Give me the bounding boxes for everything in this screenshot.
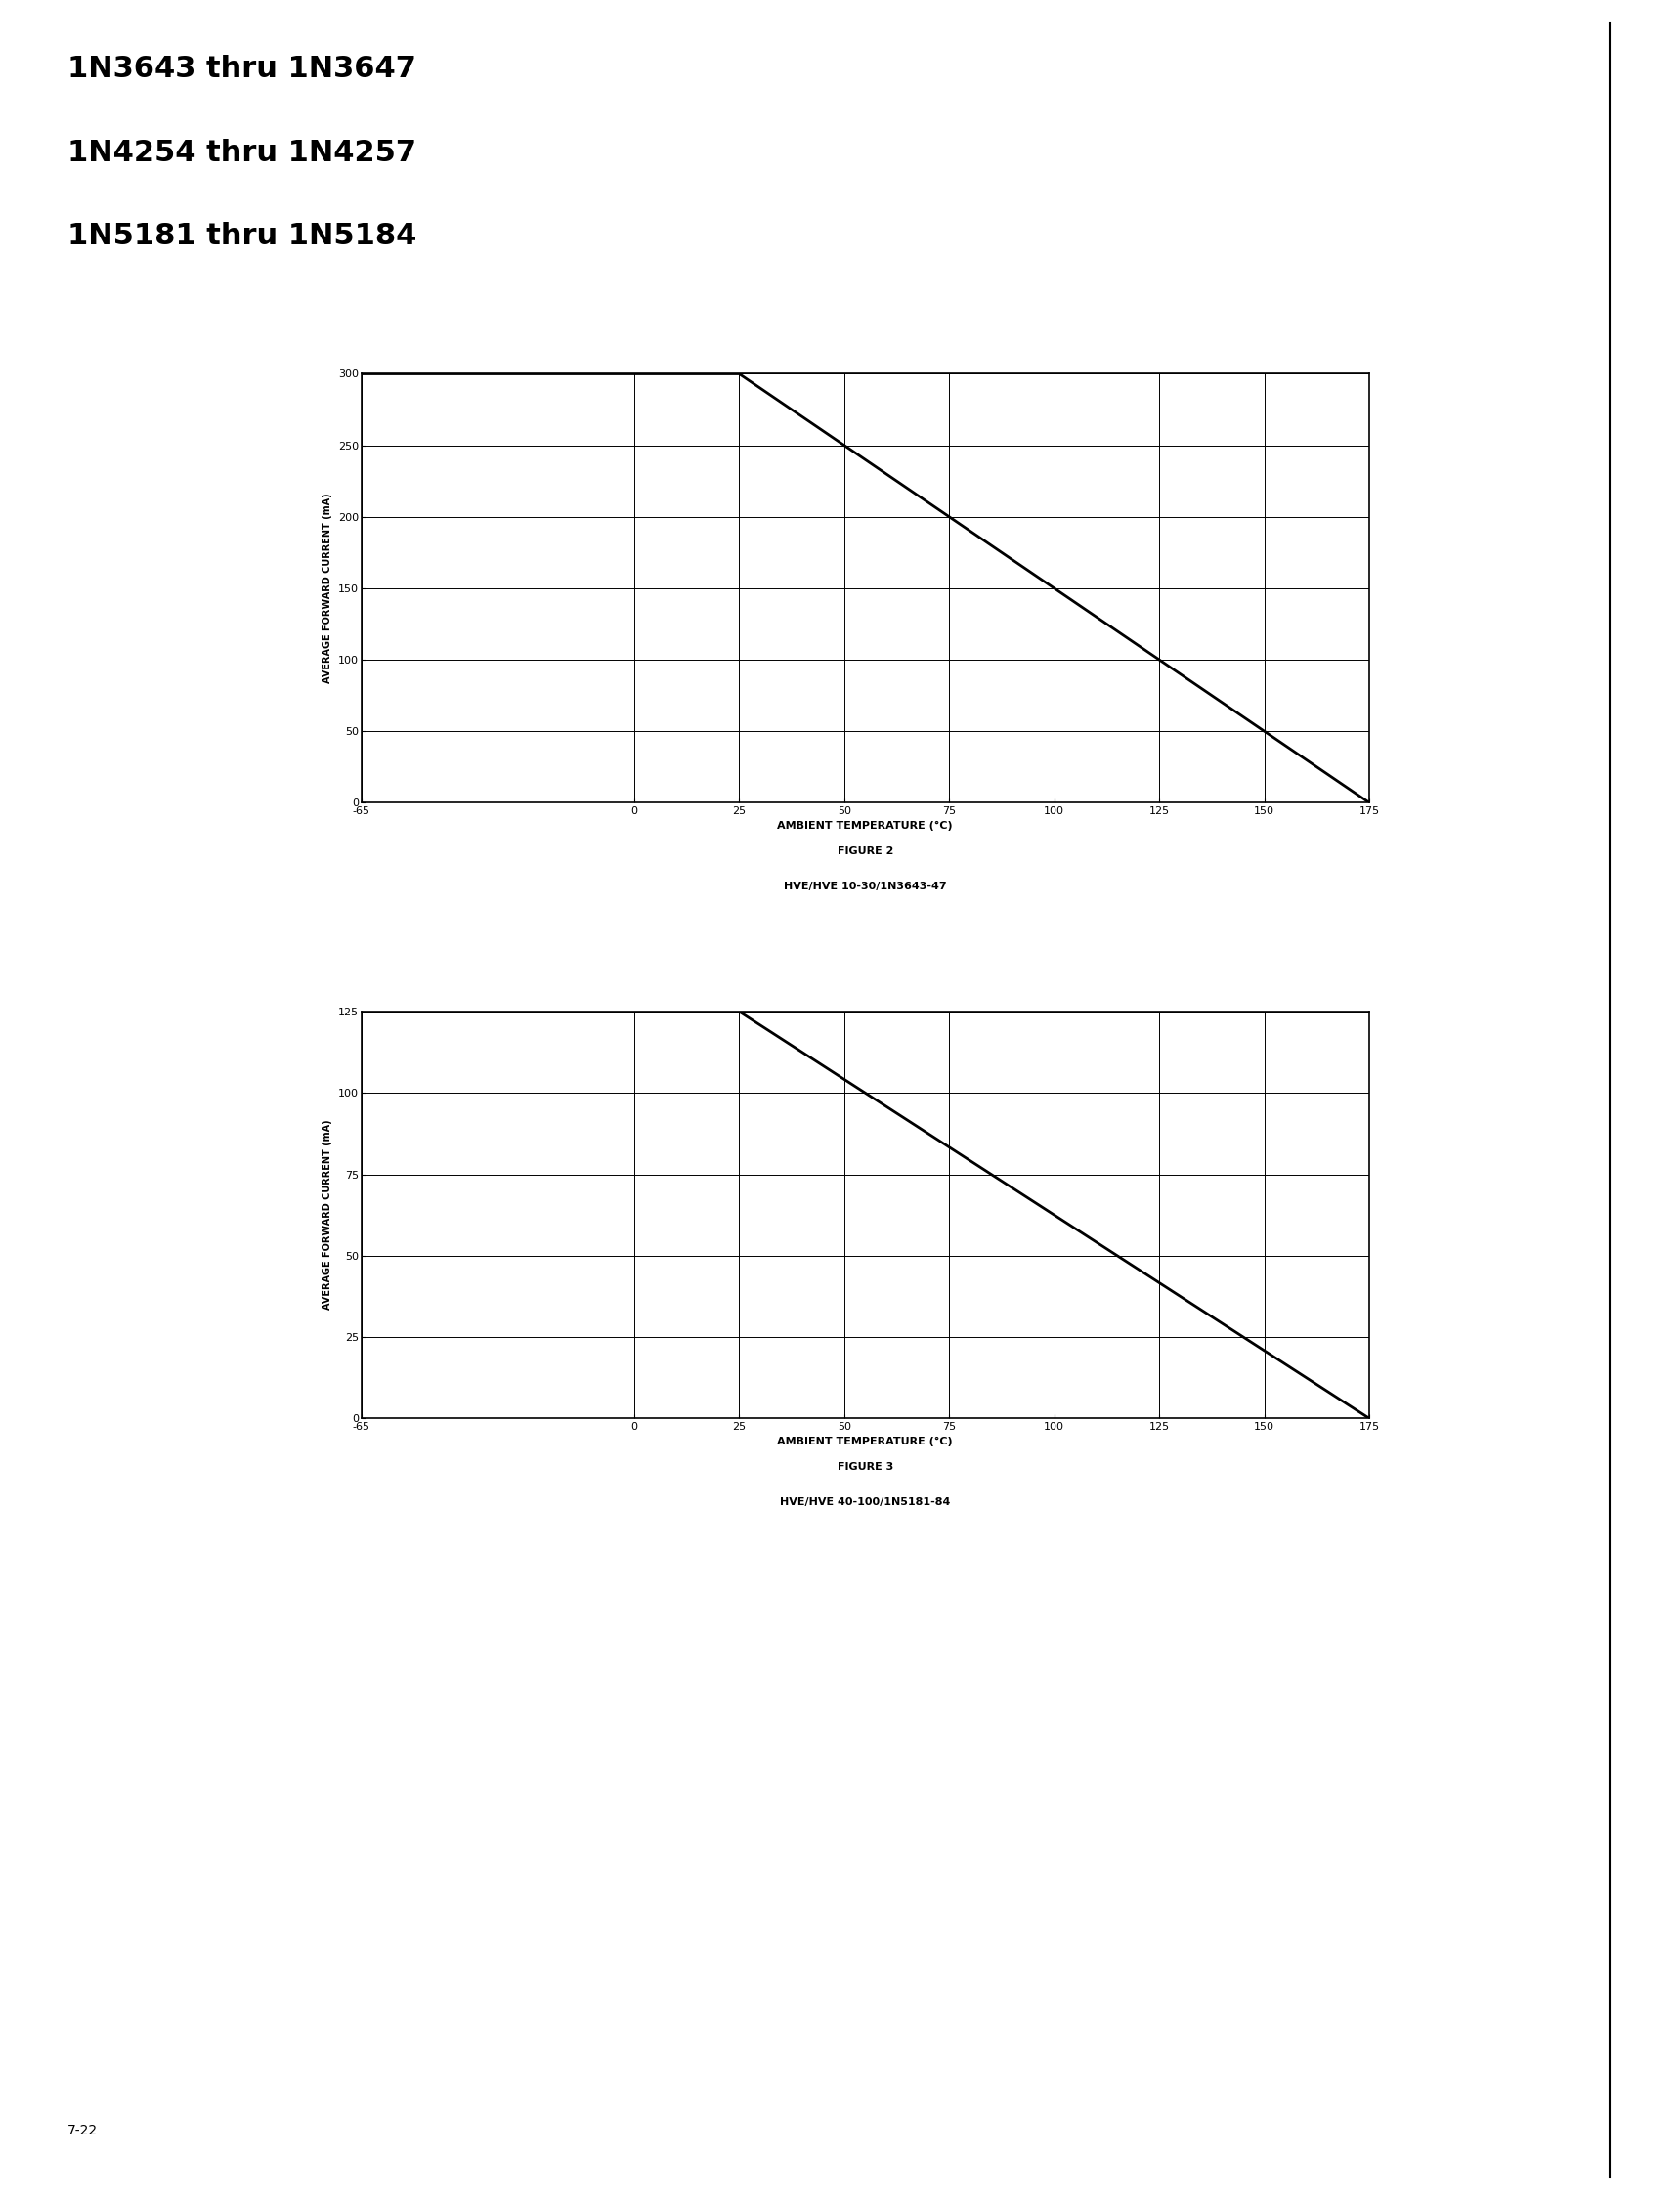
X-axis label: AMBIENT TEMPERATURE (°C): AMBIENT TEMPERATURE (°C) — [778, 820, 953, 831]
Y-axis label: AVERAGE FORWARD CURRENT (mA): AVERAGE FORWARD CURRENT (mA) — [323, 1119, 333, 1311]
Text: 1N4254 thru 1N4257: 1N4254 thru 1N4257 — [67, 139, 417, 167]
Y-axis label: AVERAGE FORWARD CURRENT (mA): AVERAGE FORWARD CURRENT (mA) — [323, 493, 333, 684]
Text: 7-22: 7-22 — [67, 2124, 97, 2137]
Text: HVE/HVE 10-30/1N3643-47: HVE/HVE 10-30/1N3643-47 — [785, 882, 946, 891]
Text: FIGURE 2: FIGURE 2 — [837, 847, 894, 855]
Text: HVE/HVE 40-100/1N5181-84: HVE/HVE 40-100/1N5181-84 — [780, 1498, 951, 1506]
X-axis label: AMBIENT TEMPERATURE (°C): AMBIENT TEMPERATURE (°C) — [778, 1436, 953, 1447]
Text: FIGURE 3: FIGURE 3 — [837, 1462, 894, 1471]
Text: 1N3643 thru 1N3647: 1N3643 thru 1N3647 — [67, 55, 417, 84]
Text: 1N5181 thru 1N5184: 1N5181 thru 1N5184 — [67, 222, 417, 251]
